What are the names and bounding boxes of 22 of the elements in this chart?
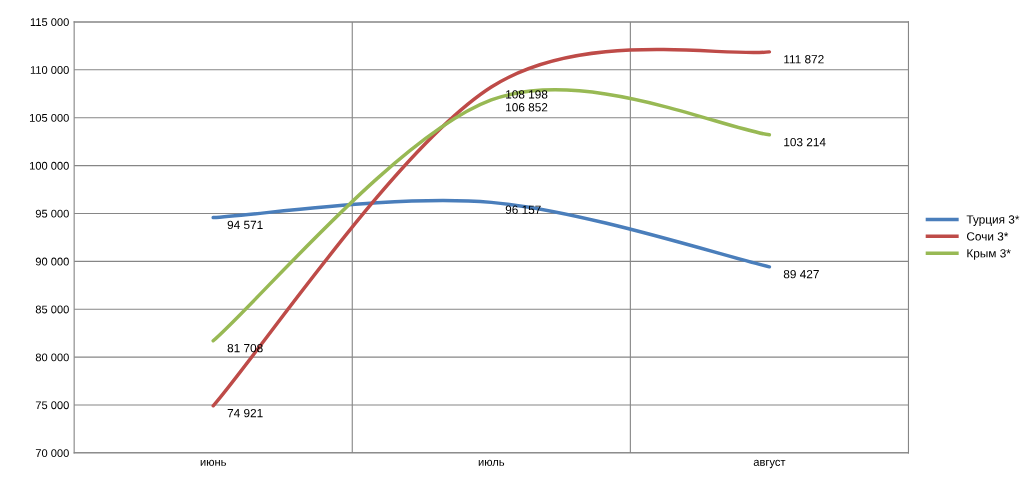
- y-tick-label: 80 000: [35, 353, 69, 362]
- y-tick-label: 95 000: [35, 209, 69, 218]
- x-tick-label: июнь: [200, 459, 226, 466]
- data-label: 106 852: [506, 103, 548, 112]
- y-tick-label: 85 000: [35, 305, 69, 314]
- y-tick-label: 70 000: [35, 449, 69, 458]
- y-tick-label: 90 000: [35, 257, 69, 266]
- y-tick-label: 110 000: [30, 66, 69, 74]
- data-label: 89 427: [783, 269, 819, 279]
- y-tick-label: 100 000: [29, 161, 69, 170]
- data-label: 103 214: [784, 137, 826, 147]
- data-label: 74 921: [227, 408, 263, 418]
- y-tick-label: 115 000: [30, 18, 69, 27]
- x-tick-label: июль: [478, 459, 505, 466]
- legend-label: Крым 3*: [967, 249, 1011, 260]
- data-label: 94 571: [227, 220, 263, 230]
- legend-label: Сочи 3*: [966, 232, 1009, 241]
- x-tick-label: август: [753, 459, 786, 469]
- y-tick-label: 105 000: [29, 113, 69, 122]
- y-tick-label: 75 000: [35, 401, 69, 410]
- data-label: 111 872: [784, 55, 824, 64]
- legend-label: Турция 3*: [966, 215, 1020, 227]
